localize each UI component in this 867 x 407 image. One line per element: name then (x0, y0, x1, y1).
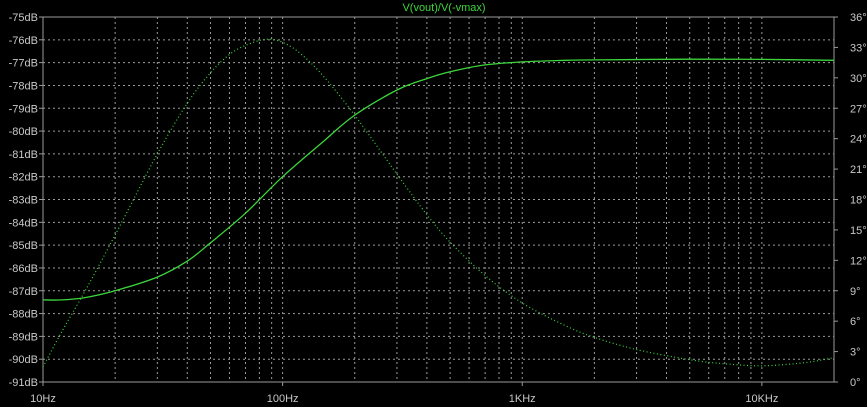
right-axis: 36° 33° 30° 27° 24° 21° 18° 15° 12° 9° 6° 3° 0° (834, 12, 867, 389)
left-axis-tick-label: -81dB (9, 149, 38, 161)
right-axis-tick-label: 21° (850, 164, 867, 176)
left-axis-tick-label: -76dB (9, 35, 38, 47)
left-axis: -75dB -76dB -77dB -78dB -79dB -80dB -81dB -82dB… (9, 12, 43, 389)
x-axis-tick-label: 10KHz (745, 393, 778, 405)
grid (43, 17, 834, 382)
left-axis-tick-label: -89dB (9, 331, 38, 343)
right-axis-tick-label: 9° (850, 286, 861, 298)
x-axis-tick-label: 100Hz (267, 393, 299, 405)
phase-trace (42, 38, 835, 368)
left-axis-tick-label: -91dB (9, 377, 38, 389)
right-axis-tick-label: 12° (850, 255, 867, 267)
left-axis-tick-label: -88dB (9, 309, 38, 321)
left-axis-tick-label: -75dB (9, 12, 38, 24)
x-axis: 10Hz 100Hz 1KHz 10KHz (30, 382, 778, 405)
left-axis-tick-label: -82dB (9, 172, 38, 184)
left-axis-tick-label: -80dB (9, 126, 38, 138)
right-axis-tick-label: 27° (850, 103, 867, 115)
left-axis-tick-label: -79dB (9, 103, 38, 115)
left-axis-tick-label: -90dB (9, 354, 38, 366)
right-axis-tick-label: 18° (850, 195, 867, 207)
left-axis-tick-label: -77dB (9, 58, 38, 70)
left-axis-tick-label: -83dB (9, 195, 38, 207)
right-axis-tick-label: 30° (850, 73, 867, 85)
chart-title: V(vout)/V(-vmax) (402, 2, 485, 14)
right-axis-tick-label: 24° (850, 134, 867, 146)
traces (42, 38, 835, 368)
left-axis-tick-label: -84dB (9, 217, 38, 229)
left-axis-tick-label: -85dB (9, 240, 38, 252)
right-axis-tick-label: 33° (850, 42, 867, 54)
left-axis-tick-label: -86dB (9, 263, 38, 275)
left-axis-tick-label: -87dB (9, 286, 38, 298)
right-axis-tick-label: 6° (850, 316, 861, 328)
right-axis-tick-label: 3° (850, 347, 861, 359)
right-axis-tick-label: 0° (850, 377, 861, 389)
left-axis-tick-label: -78dB (9, 80, 38, 92)
magnitude-trace (42, 58, 835, 301)
right-axis-tick-label: 36° (850, 12, 867, 24)
x-axis-tick-label: 10Hz (30, 393, 56, 405)
right-axis-tick-label: 15° (850, 225, 867, 237)
x-axis-tick-label: 1KHz (509, 393, 536, 405)
